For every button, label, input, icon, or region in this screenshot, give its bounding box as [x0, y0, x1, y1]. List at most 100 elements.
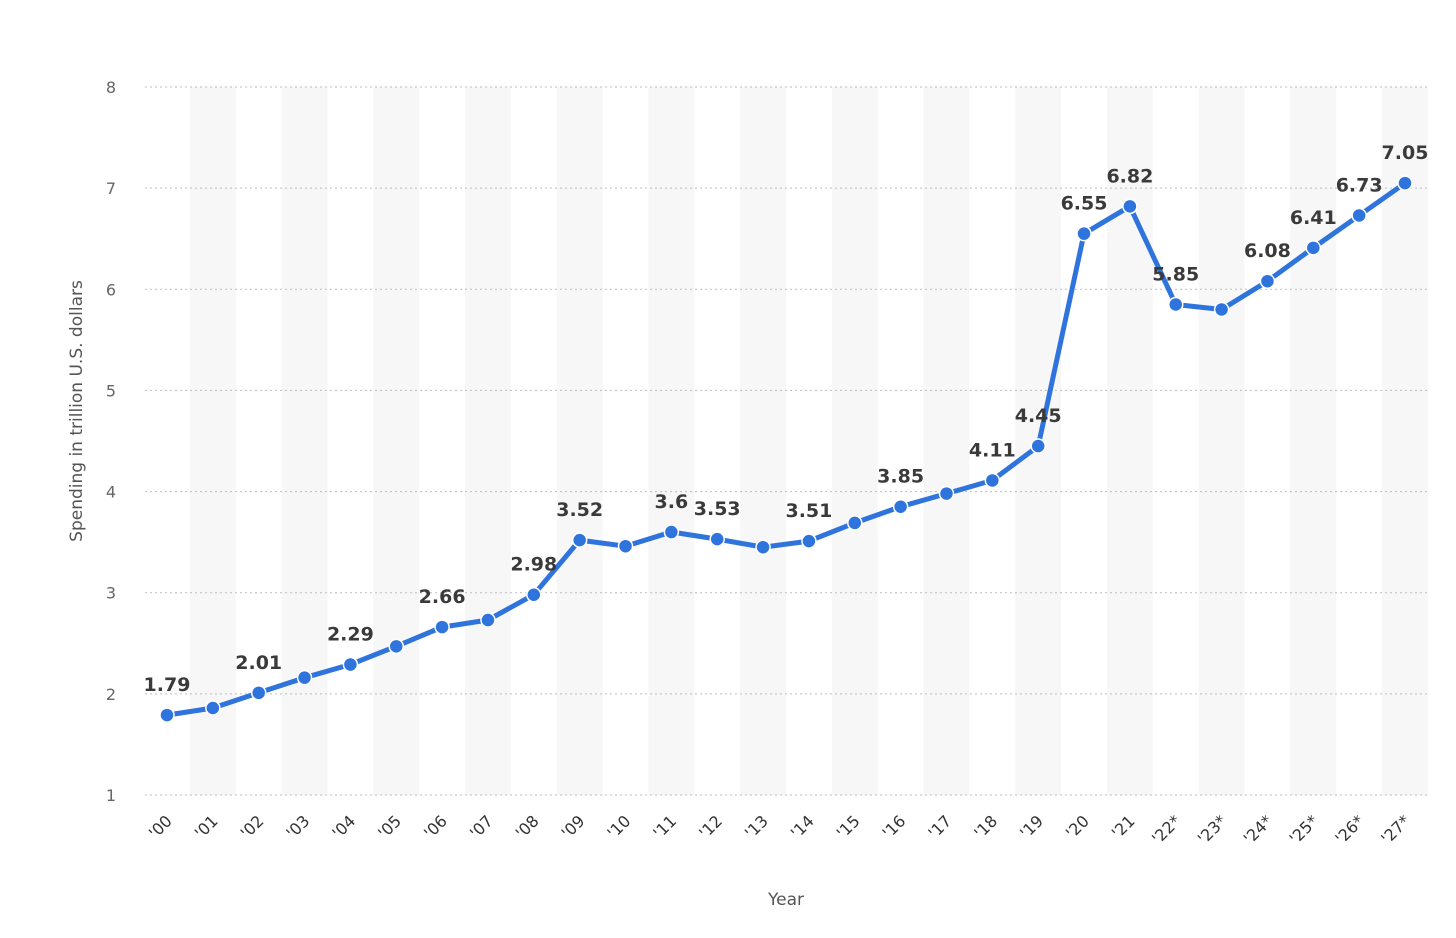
data-label: 6.41 [1290, 207, 1337, 229]
data-point[interactable] [1259, 273, 1276, 289]
data-point[interactable] [159, 707, 175, 723]
data-point[interactable] [571, 532, 588, 548]
data-label: 6.55 [1061, 193, 1108, 215]
x-tick-label: '05 [374, 811, 405, 842]
column-band [189, 87, 236, 795]
data-point[interactable] [296, 669, 313, 686]
data-point[interactable] [526, 586, 542, 603]
y-tick-label: 6 [106, 280, 116, 299]
x-tick-label: '12 [695, 811, 726, 842]
x-tick-labels: '00 '01 '02 '03 '04 '05 '06 '07 '08 '09 '10 '11 '12 '… [145, 811, 1414, 848]
data-point[interactable] [984, 472, 1001, 489]
data-label: 1.79 [144, 674, 191, 696]
data-point[interactable] [1397, 175, 1413, 191]
data-point[interactable] [1167, 296, 1184, 313]
y-tick-label: 1 [106, 786, 116, 805]
data-point[interactable] [1030, 438, 1046, 454]
x-tick-label: '13 [741, 811, 772, 842]
data-label: 3.51 [785, 500, 832, 522]
data-point[interactable] [1122, 198, 1138, 215]
y-tick-labels: 1 2 3 4 5 6 7 8 [106, 78, 116, 805]
column-band [1198, 87, 1245, 795]
data-point[interactable] [1213, 301, 1230, 318]
x-tick-label: '04 [328, 811, 359, 842]
x-axis-label: Year [767, 890, 804, 910]
x-tick-label: '18 [970, 811, 1001, 842]
data-label: 3.53 [694, 498, 741, 520]
x-tick-label: '09 [558, 811, 589, 842]
data-point[interactable] [1305, 240, 1322, 256]
data-point[interactable] [250, 685, 267, 701]
data-label: 6.73 [1336, 174, 1383, 196]
data-label: 4.45 [1015, 405, 1062, 427]
data-point[interactable] [617, 538, 634, 554]
data-point[interactable] [480, 612, 496, 628]
x-tick-label: '07 [466, 811, 497, 842]
x-tick-label: '20 [1062, 811, 1093, 842]
data-label: 2.66 [419, 586, 466, 608]
data-label: 7.05 [1382, 142, 1429, 164]
data-label: 3.6 [655, 491, 689, 513]
y-tick-label: 7 [106, 179, 116, 198]
data-label: 6.82 [1106, 165, 1153, 187]
data-label: 2.98 [510, 554, 557, 576]
column-bands [189, 87, 1428, 795]
x-tick-label: '25* [1286, 811, 1323, 848]
column-band [556, 87, 603, 795]
data-point[interactable] [938, 485, 955, 502]
column-band [465, 87, 511, 795]
column-band [1382, 87, 1428, 795]
y-tick-label: 4 [106, 483, 116, 502]
x-tick-label: '02 [237, 811, 268, 842]
data-label: 5.85 [1152, 263, 1199, 285]
data-point[interactable] [1351, 207, 1367, 224]
y-tick-label: 3 [106, 584, 116, 603]
data-label: 2.29 [327, 624, 374, 646]
x-tick-label: '22* [1148, 811, 1185, 848]
gridlines [145, 86, 1430, 796]
data-label: 4.11 [969, 439, 1016, 461]
y-tick-label: 2 [106, 685, 116, 704]
x-tick-label: '08 [512, 811, 543, 842]
x-tick-label: '19 [1016, 811, 1047, 842]
x-tick-label: '26* [1331, 811, 1368, 848]
series-line [164, 180, 1408, 718]
column-band [740, 87, 786, 795]
x-tick-label: '15 [833, 811, 864, 842]
x-tick-label: '27* [1377, 811, 1414, 848]
column-band [373, 87, 420, 795]
x-tick-label: '17 [924, 811, 955, 842]
data-label: 6.08 [1244, 240, 1291, 262]
x-tick-label: '00 [145, 811, 176, 842]
x-tick-label: '06 [420, 811, 451, 842]
y-tick-label: 8 [106, 78, 116, 97]
column-band [923, 87, 970, 795]
data-point[interactable] [388, 638, 405, 655]
data-point[interactable] [755, 539, 771, 555]
column-band [1106, 87, 1153, 795]
y-axis-label: Spending in trillion U.S. dollars [67, 280, 87, 542]
column-band [1290, 87, 1337, 795]
x-tick-label: '03 [282, 811, 313, 842]
x-tick-label: '10 [603, 811, 634, 842]
data-label: 3.52 [556, 499, 603, 521]
data-point[interactable] [847, 515, 863, 531]
data-point[interactable] [342, 656, 359, 673]
data-point[interactable] [205, 700, 221, 716]
y-tick-label: 5 [106, 381, 116, 400]
column-band [281, 87, 328, 795]
column-band [831, 87, 878, 795]
data-point[interactable] [663, 524, 680, 540]
x-tick-label: '16 [879, 811, 910, 842]
x-tick-label: '21 [1108, 811, 1139, 842]
x-tick-label: '14 [787, 811, 818, 842]
data-point[interactable] [709, 531, 725, 547]
data-point[interactable] [1076, 225, 1092, 242]
data-label: 2.01 [235, 652, 282, 674]
data-point[interactable] [892, 498, 909, 515]
data-point[interactable] [801, 533, 817, 549]
data-point[interactable] [434, 619, 450, 635]
data-labels: 1.79 2.01 2.29 2.66 2.98 3.52 3.6 3.53 3.51 3.85 4… [144, 142, 1429, 696]
